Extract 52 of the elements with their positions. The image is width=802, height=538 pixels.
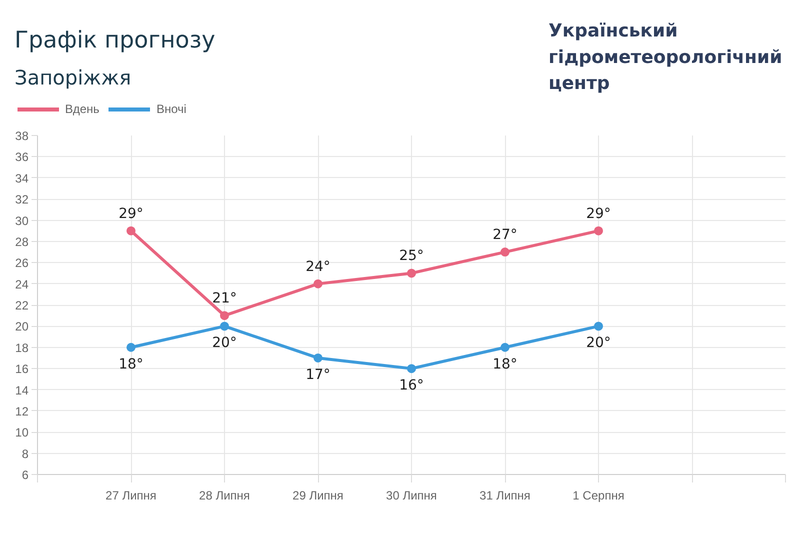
y-tick-label: 6 <box>22 468 29 482</box>
y-tick-label: 12 <box>15 404 29 418</box>
data-label: 29° <box>118 206 144 222</box>
chart-subtitle: Запоріжжя <box>14 66 132 90</box>
y-tick-label: 28 <box>15 234 29 249</box>
data-label: 24° <box>306 258 330 275</box>
y-tick-label: 38 <box>15 129 29 143</box>
y-tick-label: 24 <box>15 277 29 292</box>
point <box>407 268 416 278</box>
x-tick-label: 27 Липня <box>106 488 156 502</box>
point <box>594 226 603 236</box>
data-label: 21° <box>212 290 237 307</box>
point <box>500 248 510 257</box>
x-tick-label: 28 Липня <box>199 488 250 502</box>
point <box>500 342 510 352</box>
point <box>126 342 136 352</box>
y-tick-label: 10 <box>15 426 29 440</box>
y-tick-label: 32 <box>15 192 29 207</box>
x-tick-label: 31 Липня <box>480 488 530 502</box>
data-label: 20° <box>586 335 611 352</box>
data-label: 16° <box>399 378 424 394</box>
data-label: 25° <box>399 248 424 264</box>
x-tick-label: 29 Липня <box>292 488 344 502</box>
data-label: 17° <box>306 366 330 383</box>
y-tick-label: 18 <box>15 340 29 355</box>
y-tick-label: 20 <box>15 320 29 334</box>
point <box>594 322 603 331</box>
data-label: 18° <box>118 356 144 372</box>
data-label: 20° <box>212 335 237 352</box>
y-tick-label: 34 <box>15 171 29 186</box>
y-tick-label: 16 <box>15 362 29 376</box>
point <box>126 226 136 236</box>
y-tick-label: 36 <box>15 150 29 164</box>
point <box>314 353 322 362</box>
data-label: 29° <box>586 206 611 222</box>
text: Український гідрометеорологічний центр <box>548 20 782 94</box>
y-tick-label: 26 <box>15 256 29 270</box>
point <box>220 311 229 320</box>
x-tick-label: 1 Серпня <box>572 488 624 502</box>
point <box>407 364 416 374</box>
y-tick-label: 8 <box>22 446 29 461</box>
data-label: 27° <box>492 227 518 244</box>
x-tick-label: 30 Липня <box>386 488 437 502</box>
point <box>220 322 229 331</box>
y-tick-label: 22 <box>15 298 29 312</box>
point <box>314 279 322 288</box>
chart-title: Графік прогнозу <box>14 28 216 54</box>
y-tick-label: 14 <box>15 383 29 398</box>
y-tick-label: 30 <box>15 214 29 228</box>
data-label: 18° <box>492 356 518 372</box>
legend-label: Вночі <box>156 102 186 116</box>
legend-label: Вдень <box>65 102 100 116</box>
